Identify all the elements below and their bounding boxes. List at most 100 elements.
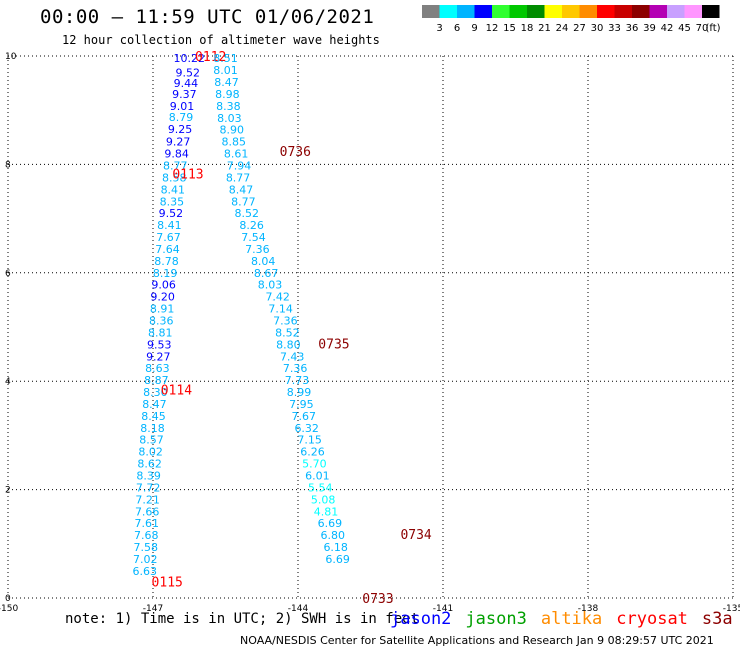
s3a-wave-height-label: 8.47	[229, 183, 254, 196]
s3a-wave-height-label: 5.08	[311, 493, 336, 506]
s3a-wave-height-label: 8.26	[239, 219, 264, 232]
credit-line: NOAA/NESDIS Center for Satellite Applica…	[240, 634, 714, 647]
s3a-wave-height-label: 8.67	[254, 267, 279, 280]
s3a-wave-height-label: 7.67	[292, 410, 317, 423]
color-swatch	[632, 5, 650, 18]
cryosat-wave-height-label: 9.25	[168, 123, 193, 136]
color-scale-label: 42	[661, 23, 674, 34]
cryosat-wave-height-label: 8.02	[138, 446, 163, 459]
s3a-time-label: 0736	[280, 145, 311, 160]
s3a-wave-height-label: 8.61	[224, 148, 249, 161]
cryosat-wave-height-label: 10.22	[174, 52, 206, 65]
color-scale-label: 39	[643, 23, 656, 34]
cryosat-wave-height-label: 8.41	[161, 183, 186, 196]
s3a-time-label: 0733	[362, 592, 393, 607]
color-swatch	[649, 5, 667, 18]
s3a-wave-height-label: 8.52	[275, 326, 300, 339]
cryosat-wave-height-label: 7.58	[134, 541, 159, 554]
color-scale-label: 3	[436, 23, 442, 34]
color-scale-label: 12	[486, 23, 499, 34]
s3a-wave-height-label: 7.14	[268, 303, 293, 316]
cryosat-wave-height-label: 8.57	[139, 434, 164, 447]
color-swatch	[544, 5, 562, 18]
s3a-wave-height-label: 8.38	[216, 100, 241, 113]
cryosat-wave-height-label: 9.27	[146, 350, 171, 363]
color-swatch	[457, 5, 475, 18]
x-tick-label: -138	[578, 604, 599, 614]
s3a-wave-height-label: 4.81	[314, 505, 339, 518]
s3a-wave-height-label: 5.70	[302, 458, 327, 471]
color-swatch	[667, 5, 685, 18]
s3a-time-label: 0735	[318, 337, 349, 352]
s3a-wave-height-label: 8.04	[251, 255, 276, 268]
s3a-wave-height-label: 7.36	[245, 243, 270, 256]
s3a-wave-height-label: 8.80	[276, 338, 301, 351]
s3a-wave-height-label: 6.32	[294, 422, 319, 435]
color-scale-label: 70	[696, 23, 709, 34]
chart-subtitle: 12 hour collection of altimeter wave hei…	[62, 33, 380, 47]
s3a-wave-height-label: 8.01	[213, 64, 238, 77]
cryosat-time-label: 0115	[152, 576, 183, 591]
cryosat-wave-height-label: 8.79	[169, 111, 194, 124]
color-scale-unit: (ft)	[706, 23, 721, 34]
cryosat-wave-height-label: 7.67	[156, 231, 181, 244]
legend-s3a: s3a	[701, 609, 733, 629]
cryosat-wave-height-label: 8.58	[162, 171, 187, 184]
satellite-legend: jason2 jason3 altika cryosat s3a	[390, 609, 740, 629]
x-tick-label: -144	[288, 604, 309, 614]
cryosat-wave-height-label: 9.20	[150, 291, 175, 304]
s3a-wave-height-label: 7.42	[265, 291, 290, 304]
cryosat-wave-height-label: 7.21	[135, 493, 160, 506]
color-swatch	[439, 5, 457, 18]
cryosat-wave-height-label: 7.68	[134, 529, 159, 542]
cryosat-time-label: 0113	[172, 168, 203, 183]
chart-title: 00:00 – 11:59 UTC 01/06/2021	[40, 6, 375, 28]
s3a-wave-height-label: 7.43	[280, 350, 305, 363]
cryosat-wave-height-label: 7.64	[155, 243, 180, 256]
cryosat-wave-height-label: 8.87	[144, 374, 169, 387]
cryosat-wave-height-label: 9.84	[164, 148, 189, 161]
cryosat-wave-height-label: 8.47	[142, 398, 167, 411]
s3a-wave-height-label: 8.51	[213, 52, 238, 65]
cryosat-wave-height-label: 8.36	[149, 314, 174, 327]
cryosat-time-label: 0114	[161, 383, 192, 398]
s3a-wave-height-label: 5.54	[308, 481, 333, 494]
cryosat-wave-height-label: 8.30	[143, 386, 168, 399]
legend-altika: altika	[540, 609, 603, 629]
color-swatch	[579, 5, 597, 18]
cryosat-wave-height-label: 6.63	[133, 565, 158, 578]
x-tick-label: -150	[0, 604, 18, 614]
s3a-wave-height-label: 7.36	[273, 314, 298, 327]
color-swatch	[527, 5, 545, 18]
s3a-wave-height-label: 8.47	[214, 76, 239, 89]
cryosat-wave-height-label: 7.61	[134, 517, 159, 530]
color-scale-label: 6	[454, 23, 460, 34]
cryosat-wave-height-label: 8.41	[157, 219, 182, 232]
cryosat-wave-height-label: 8.63	[145, 362, 170, 375]
s3a-wave-height-label: 8.52	[235, 207, 260, 220]
s3a-wave-height-label: 6.69	[325, 553, 350, 566]
color-scale-label: 24	[556, 23, 569, 34]
cryosat-wave-height-label: 8.81	[148, 326, 173, 339]
s3a-wave-height-label: 7.73	[285, 374, 310, 387]
cryosat-wave-height-label: 7.66	[135, 505, 160, 518]
cryosat-wave-height-label: 8.91	[150, 303, 175, 316]
footer-note: note: 1) Time is in UTC; 2) SWH is in fe…	[65, 611, 420, 627]
cryosat-wave-height-label: 8.18	[140, 422, 165, 435]
y-tick-label: 8	[5, 160, 11, 170]
color-swatch	[684, 5, 702, 18]
s3a-wave-height-label: 8.77	[231, 195, 256, 208]
color-scale-label: 45	[678, 23, 691, 34]
s3a-wave-height-label: 6.80	[321, 529, 346, 542]
s3a-wave-height-label: 6.26	[300, 446, 325, 459]
color-swatch	[597, 5, 615, 18]
color-scale-label: 21	[538, 23, 551, 34]
color-scale-label: 30	[591, 23, 604, 34]
s3a-wave-height-label: 8.77	[226, 171, 251, 184]
color-swatch	[614, 5, 632, 18]
color-scale-bar: 3 6 9 12 15 18 21 24 27 30 33 36 39 42 45 70(ft)	[422, 5, 721, 34]
cryosat-wave-height-label: 8.77	[163, 159, 188, 172]
color-scale-label: 9	[471, 23, 477, 34]
cryosat-wave-height-label: 8.78	[154, 255, 179, 268]
